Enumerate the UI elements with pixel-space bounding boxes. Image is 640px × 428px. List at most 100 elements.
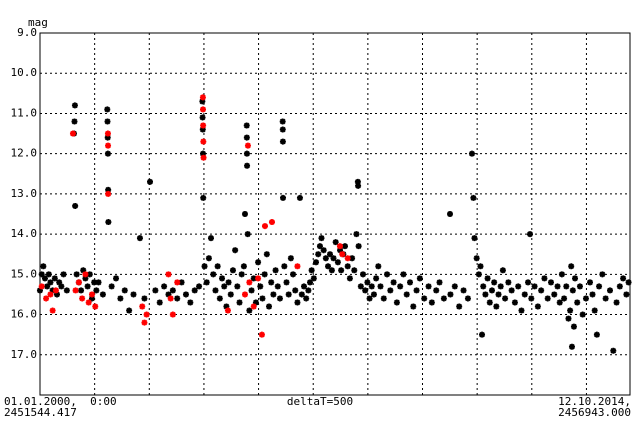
data-point — [44, 283, 51, 290]
data-point — [547, 279, 554, 286]
data-point — [105, 219, 112, 226]
data-point — [407, 279, 414, 286]
data-point — [47, 291, 54, 298]
data-point — [255, 259, 262, 266]
data-point — [69, 130, 76, 137]
data-point — [75, 279, 82, 286]
data-point — [165, 271, 172, 278]
data-point — [191, 287, 198, 294]
data-point — [572, 275, 579, 282]
data-point — [214, 263, 221, 270]
data-point — [243, 150, 250, 157]
data-point — [279, 126, 286, 133]
y-tick-label: 11.0 — [11, 106, 38, 119]
delta-label: deltaT=500 — [287, 395, 353, 408]
data-point — [616, 283, 623, 290]
data-point — [280, 194, 287, 201]
data-point — [341, 243, 348, 250]
data-point — [567, 307, 574, 314]
data-point — [473, 255, 480, 262]
data-point — [200, 122, 207, 129]
data-point — [240, 263, 247, 270]
data-point — [570, 323, 577, 330]
data-point — [40, 263, 47, 270]
data-point — [169, 287, 176, 294]
data-point — [387, 287, 394, 294]
data-point — [272, 267, 279, 274]
data-point — [279, 138, 286, 145]
data-point — [355, 243, 362, 250]
data-point — [294, 299, 301, 306]
data-point — [403, 291, 410, 298]
data-point — [428, 299, 435, 306]
data-point — [589, 291, 596, 298]
data-point — [354, 178, 361, 185]
data-point — [72, 287, 79, 294]
plot-border — [39, 32, 631, 396]
data-point — [200, 194, 207, 201]
data-point — [515, 283, 522, 290]
data-point — [349, 255, 356, 262]
data-point — [147, 178, 154, 185]
data-point — [294, 263, 301, 270]
data-point — [234, 283, 241, 290]
data-point — [527, 231, 534, 238]
data-point — [174, 279, 181, 286]
data-point — [368, 283, 375, 290]
data-point — [283, 279, 290, 286]
data-point — [325, 263, 332, 270]
data-point — [219, 275, 226, 282]
data-point — [488, 287, 495, 294]
data-point — [551, 291, 558, 298]
data-point — [316, 243, 323, 250]
data-point — [196, 283, 203, 290]
data-point — [330, 255, 337, 262]
data-point — [276, 295, 283, 302]
data-point — [252, 299, 259, 306]
data-point — [390, 279, 397, 286]
data-point — [49, 287, 56, 294]
data-point — [72, 202, 79, 209]
data-point — [51, 275, 58, 282]
data-point — [373, 275, 380, 282]
data-point — [599, 271, 606, 278]
data-point — [229, 267, 236, 274]
data-point — [497, 283, 504, 290]
data-point — [47, 279, 54, 286]
data-point — [38, 283, 45, 290]
data-point — [223, 303, 230, 310]
data-point — [364, 279, 371, 286]
data-point — [141, 319, 148, 326]
data-point — [296, 194, 303, 201]
data-point — [556, 299, 563, 306]
data-point — [91, 279, 98, 286]
data-point — [582, 295, 589, 302]
data-point — [576, 283, 583, 290]
data-point — [161, 283, 168, 290]
start-date: 01.01.2000, 0:00 — [4, 395, 117, 408]
data-point — [257, 283, 264, 290]
data-point — [212, 287, 219, 294]
data-point — [436, 279, 443, 286]
data-point — [416, 275, 423, 282]
data-point — [250, 275, 257, 282]
data-point — [579, 311, 586, 318]
data-point — [232, 247, 239, 254]
data-point — [274, 283, 281, 290]
data-point — [141, 295, 148, 302]
data-point — [169, 311, 176, 318]
data-point — [263, 251, 270, 258]
data-point — [511, 299, 518, 306]
y-tick-label: 17.0 — [11, 348, 38, 361]
data-point — [84, 283, 91, 290]
data-point — [322, 255, 329, 262]
data-point — [52, 287, 59, 294]
data-point — [613, 299, 620, 306]
data-point — [130, 291, 137, 298]
data-point — [569, 287, 576, 294]
data-point — [337, 247, 344, 254]
end-date: 12.10.2014, — [558, 395, 631, 408]
data-point — [174, 295, 181, 302]
data-point — [270, 291, 277, 298]
